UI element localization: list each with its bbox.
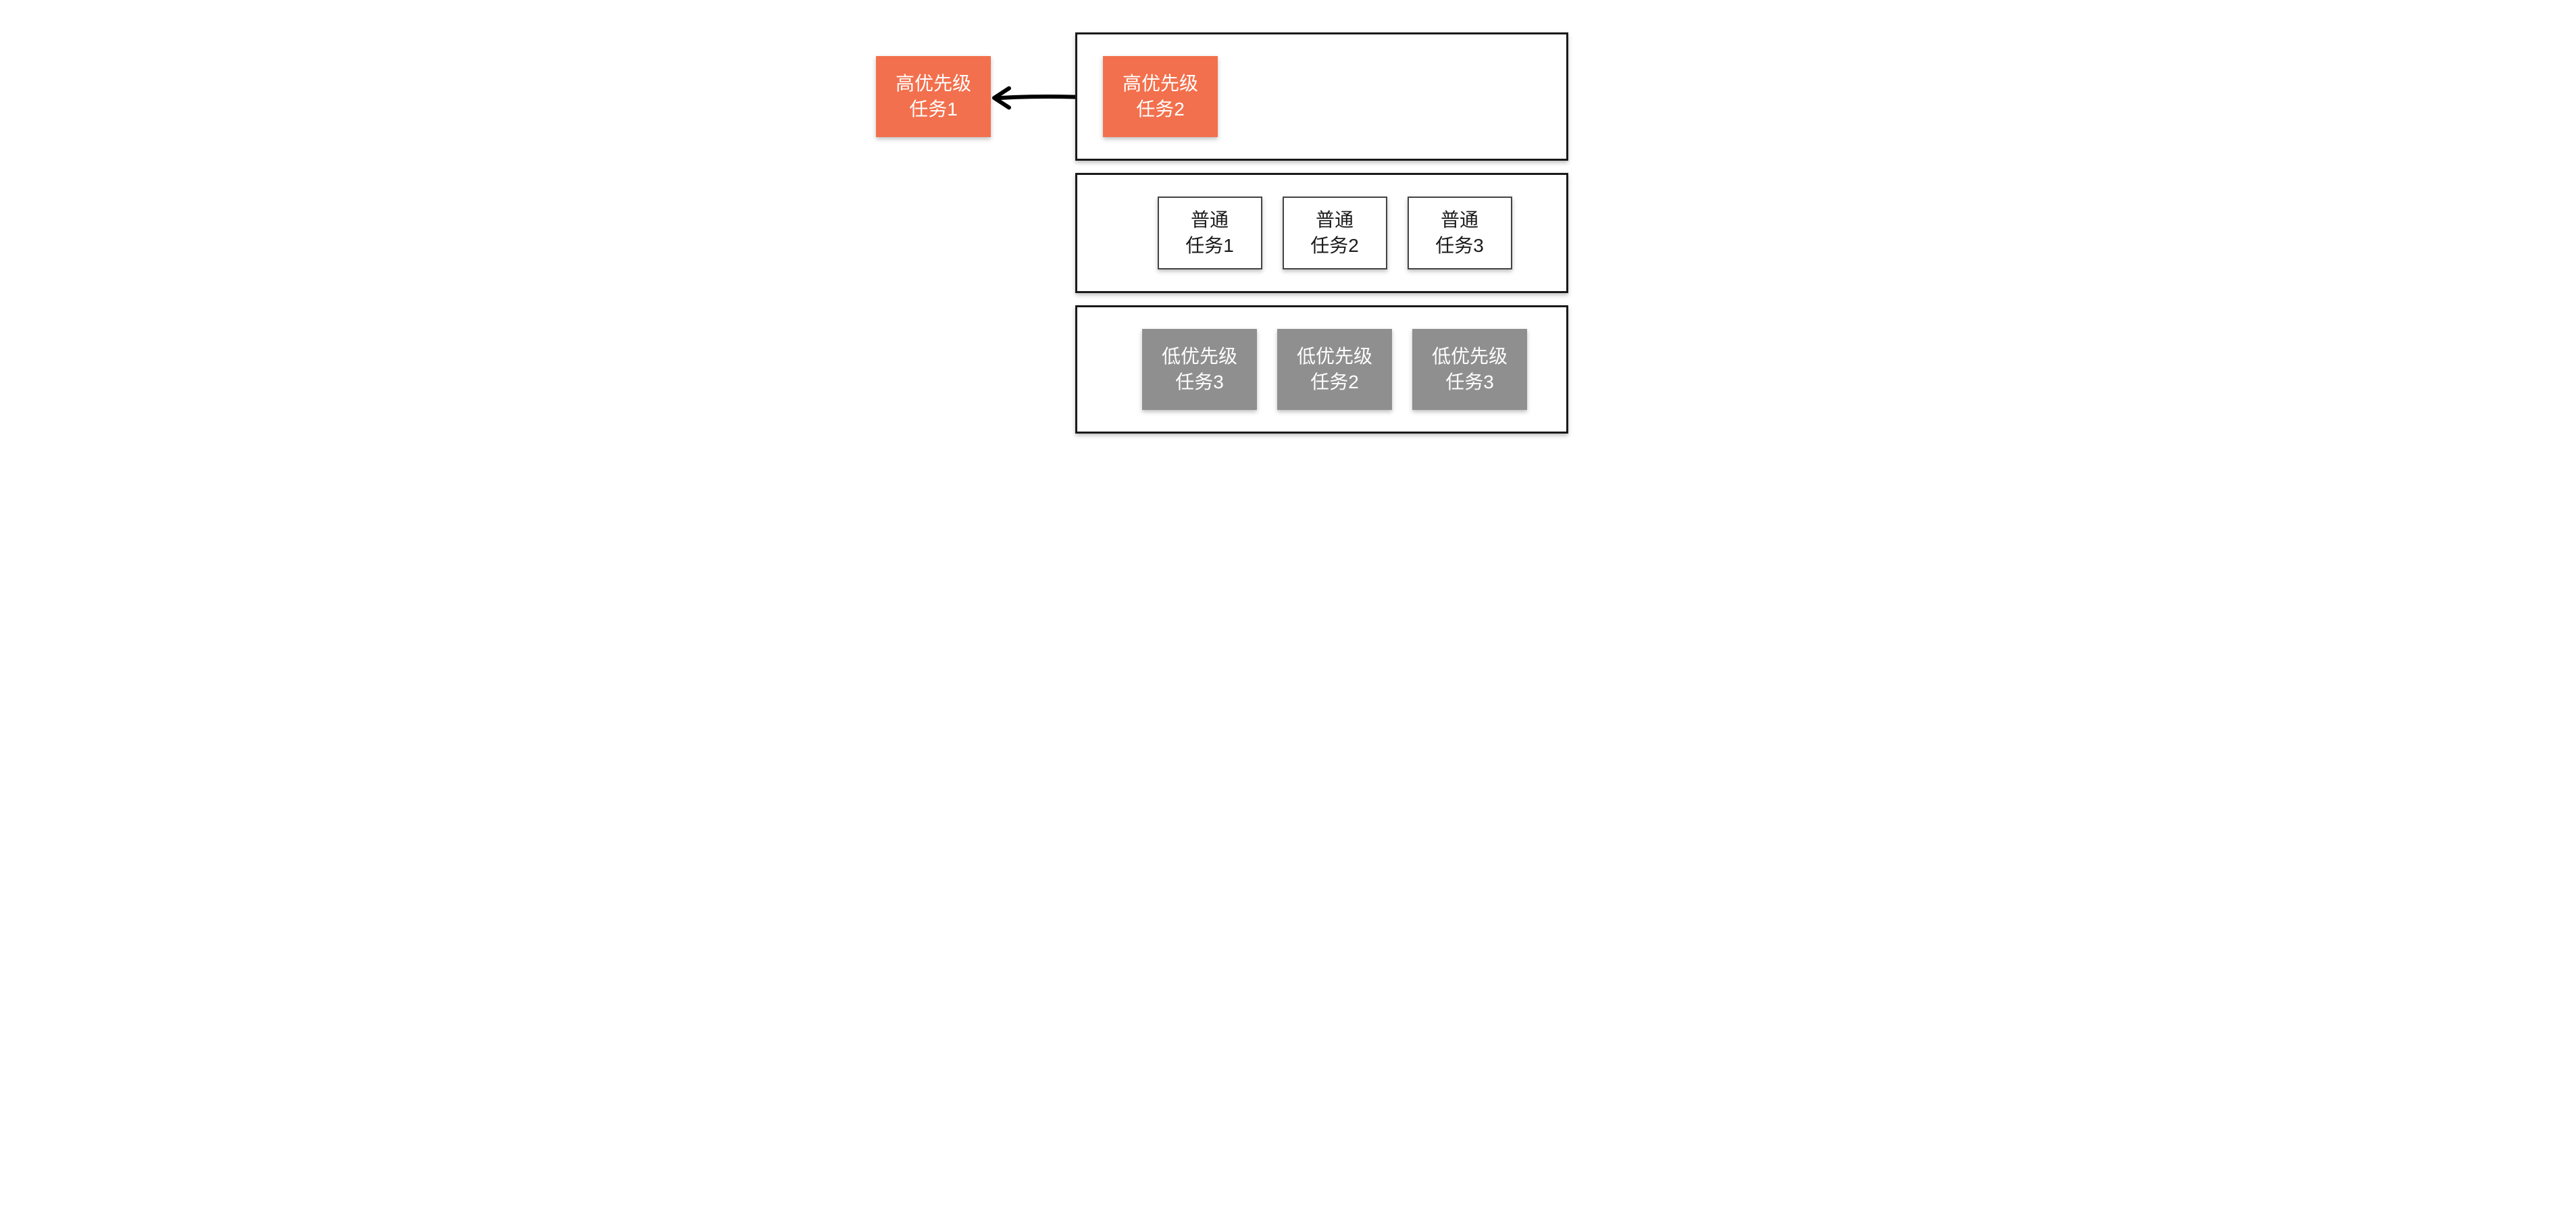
task-label-line1: 低优先级	[1162, 344, 1237, 369]
task-label-line1: 高优先级	[1123, 71, 1198, 97]
task-label-line2: 任务3	[1175, 369, 1224, 395]
task-label-line1: 普通	[1191, 207, 1229, 233]
task-label-line1: 高优先级	[896, 71, 971, 97]
task-label-line2: 任务2	[1310, 369, 1359, 395]
task-label-line1: 普通	[1441, 207, 1478, 233]
high-priority-queue: 高优先级任务2	[1075, 32, 1568, 161]
diagram-stage: 高优先级 任务1 高优先级任务2 普通任务1普通任务2普通任务3 低优先级任务3…	[761, 0, 1815, 500]
task-normal-priority-2: 普通任务3	[1408, 197, 1512, 269]
task-label-line2: 任务1	[1185, 233, 1234, 259]
task-label-line2: 任务2	[1310, 233, 1359, 259]
task-label-line1: 低优先级	[1432, 344, 1508, 369]
task-low-priority-0: 低优先级任务3	[1142, 329, 1257, 410]
task-low-priority-1: 低优先级任务2	[1277, 329, 1392, 410]
task-low-priority-2: 低优先级任务3	[1412, 329, 1527, 410]
task-high-priority-popped: 高优先级 任务1	[876, 56, 991, 137]
task-normal-priority-0: 普通任务1	[1158, 197, 1262, 269]
task-normal-priority-1: 普通任务2	[1283, 197, 1387, 269]
task-high-priority-0: 高优先级任务2	[1103, 56, 1218, 137]
task-label-line1: 普通	[1316, 207, 1354, 233]
task-label-line2: 任务3	[1445, 369, 1494, 395]
task-label-line2: 任务2	[1136, 97, 1185, 122]
normal-priority-queue: 普通任务1普通任务2普通任务3	[1075, 173, 1568, 293]
task-label-line1: 低优先级	[1297, 344, 1372, 369]
low-priority-queue: 低优先级任务3低优先级任务2低优先级任务3	[1075, 305, 1568, 434]
task-label-line2: 任务3	[1435, 233, 1484, 259]
task-label-line2: 任务1	[909, 97, 958, 122]
